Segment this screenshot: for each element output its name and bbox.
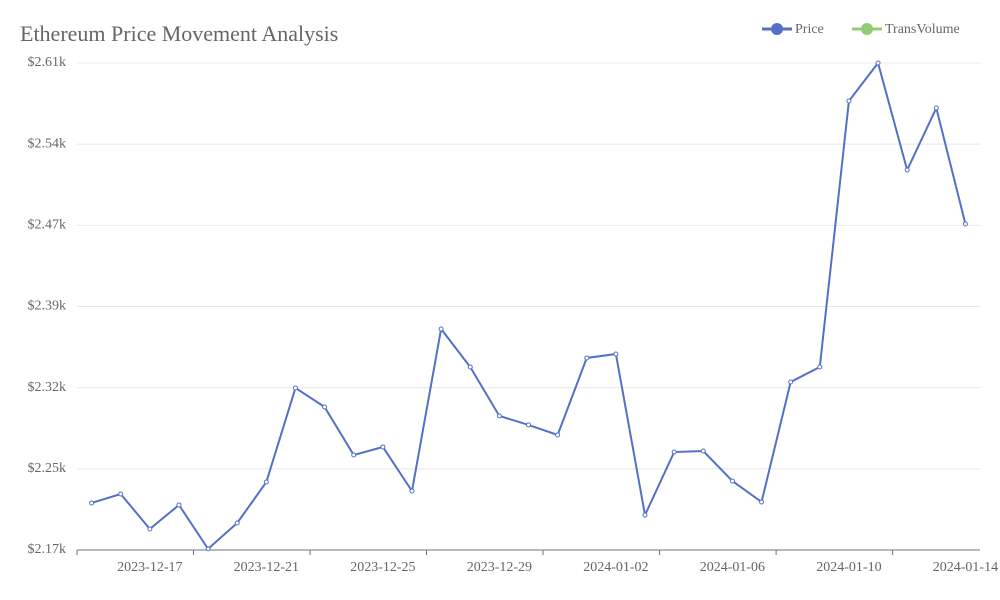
point (234, 520, 240, 526)
y-tick-label: $2.32k (28, 380, 67, 395)
point (322, 404, 328, 410)
point (788, 379, 794, 385)
point (526, 422, 531, 428)
point (817, 364, 823, 370)
legend-label: TransVolume (885, 22, 960, 37)
legend-marker (861, 23, 873, 35)
point (962, 221, 968, 227)
x-tick-label: 2024-01-06 (700, 560, 765, 575)
point (613, 351, 619, 357)
x-tick-label: 2024-01-14 (933, 560, 998, 575)
point (496, 413, 502, 419)
series-line (91, 60, 967, 551)
point (759, 499, 765, 505)
point (904, 167, 910, 173)
point (555, 432, 561, 438)
point (205, 546, 211, 552)
x-tick-label: 2023-12-21 (234, 560, 299, 575)
point (467, 364, 473, 370)
x-tick-label: 2023-12-17 (117, 560, 182, 575)
point (729, 478, 735, 484)
point (700, 448, 706, 454)
point (89, 500, 95, 506)
chart-title: Ethereum Price Movement Analysis (20, 21, 338, 46)
point (438, 326, 444, 332)
y-tick-label: $2.17k (28, 542, 67, 557)
point (176, 502, 182, 508)
point (671, 449, 677, 455)
x-tick-label: 2024-01-02 (583, 560, 648, 575)
legend-label: Price (795, 22, 824, 37)
x-tick-label: 2023-12-29 (467, 560, 532, 575)
x-tick-label: 2024-01-10 (816, 560, 881, 575)
y-tick-label: $2.39k (28, 299, 67, 314)
point (118, 491, 124, 497)
point (642, 512, 648, 518)
point (409, 488, 415, 494)
point (351, 452, 357, 458)
point (263, 479, 269, 485)
y-tick-label: $2.47k (28, 218, 67, 233)
point (933, 105, 939, 111)
legend-marker (771, 23, 783, 35)
y-tick-label: $2.61k (28, 55, 67, 70)
y-tick-label: $2.25k (28, 461, 67, 476)
point (292, 385, 298, 391)
point (147, 526, 153, 532)
point (380, 444, 386, 450)
y-tick-label: $2.54k (28, 136, 67, 151)
x-tick-label: 2023-12-25 (350, 560, 415, 575)
point (846, 98, 852, 104)
point (584, 355, 590, 361)
point (875, 60, 881, 66)
